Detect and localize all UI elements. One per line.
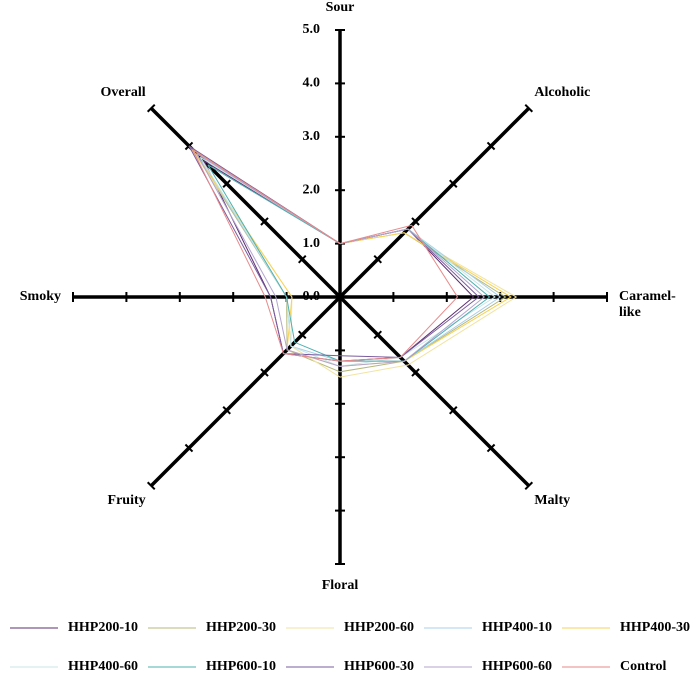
tick-mark: [146, 103, 156, 113]
tick-mark: [260, 217, 269, 226]
tick-mark: [486, 443, 496, 453]
series-line: [191, 148, 459, 362]
legend-label: Control: [620, 659, 667, 674]
series-line: [196, 153, 485, 367]
legend-label: HHP600-10: [206, 659, 276, 674]
axis-line: [149, 106, 342, 299]
legend-label: HHP600-60: [482, 659, 552, 674]
tick-mark: [449, 406, 458, 415]
axis-label: Caramel-like: [619, 289, 676, 320]
tick-mark: [260, 368, 269, 377]
legend-label: HHP200-10: [68, 620, 138, 635]
axis-label: Sour: [325, 0, 355, 15]
tick-mark: [449, 179, 458, 188]
tick-mark: [373, 254, 383, 264]
series-line: [207, 164, 491, 362]
tick-label: 5.0: [303, 22, 321, 37]
tick-mark: [524, 103, 534, 113]
axis-label: Malty: [534, 493, 571, 509]
tick-mark: [222, 179, 231, 188]
tick-label: 1.0: [303, 236, 321, 251]
tick-mark: [411, 217, 420, 226]
tick-mark: [297, 254, 307, 264]
tick-mark: [222, 406, 231, 415]
axis-label: Fruity: [107, 493, 146, 509]
tick-mark: [411, 368, 420, 377]
tick-mark: [524, 481, 534, 491]
legend-label: HHP200-30: [206, 620, 276, 635]
tick-label: 0.0: [303, 289, 321, 304]
legend-label: HHP400-30: [620, 620, 690, 635]
axis-label: Floral: [321, 578, 359, 593]
tick-mark: [297, 330, 307, 340]
tick-label: 3.0: [303, 129, 321, 144]
legend-label: HHP400-10: [482, 620, 552, 635]
legend-label: HHP200-60: [344, 620, 414, 635]
tick-mark: [184, 443, 194, 453]
tick-mark: [486, 141, 496, 151]
tick-label: 4.0: [303, 76, 321, 91]
legend-label: HHP400-60: [68, 659, 138, 674]
axis-label: Alcoholic: [534, 84, 591, 100]
legend-label: HHP600-30: [344, 659, 414, 674]
axis-line: [338, 106, 531, 299]
axis-line: [338, 295, 531, 488]
tick-label: 2.0: [303, 182, 321, 197]
axis-label: Overall: [100, 84, 146, 100]
tick-mark: [146, 481, 156, 491]
tick-mark: [373, 330, 383, 340]
axis-line: [149, 295, 342, 488]
axis-label: Smoky: [19, 289, 61, 304]
